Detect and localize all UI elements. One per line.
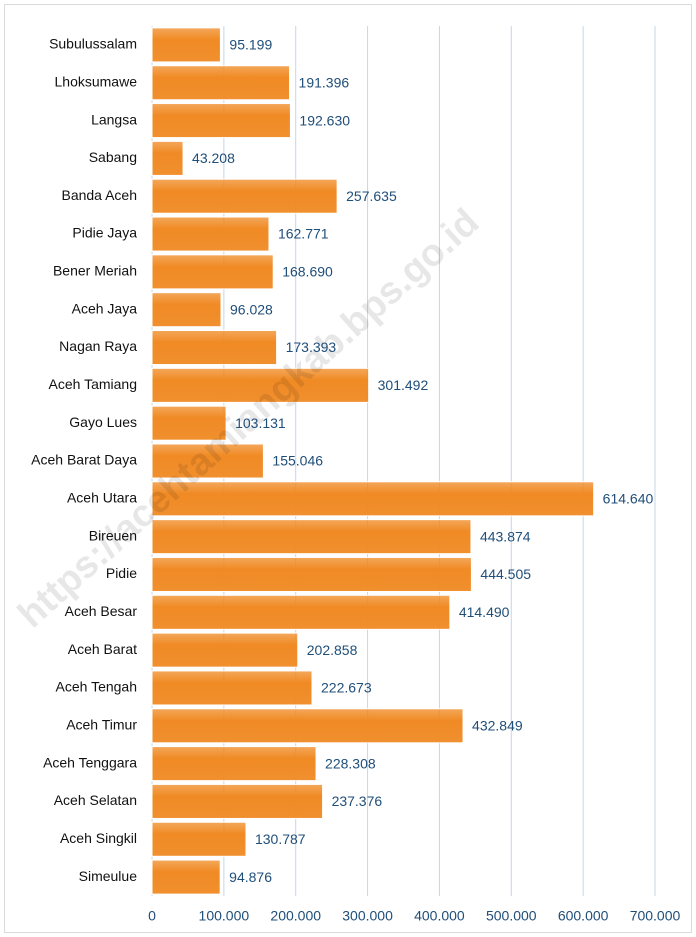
bar: [151, 481, 595, 517]
data-label: 192.630: [299, 112, 350, 128]
data-label: 168.690: [282, 264, 333, 280]
y-tick-label: Aceh Singkil: [60, 830, 137, 846]
bar: [151, 27, 221, 63]
bar: [151, 140, 184, 176]
y-tick-label: Bireuen: [89, 527, 137, 543]
bar: [151, 443, 264, 479]
bar: [151, 103, 291, 139]
x-tick-label: 700.000: [630, 908, 681, 924]
bar: [151, 330, 278, 366]
bar: [151, 708, 464, 744]
data-label: 95.199: [229, 37, 272, 53]
y-tick-label: Pidie: [106, 565, 137, 581]
y-tick-label: Langsa: [91, 111, 137, 127]
bar: [151, 859, 221, 895]
bar: [151, 178, 338, 214]
y-tick-label: Bener Meriah: [53, 263, 137, 279]
y-tick-label: Nagan Raya: [59, 338, 137, 354]
data-label: 43.208: [192, 150, 235, 166]
y-tick-label: Aceh Timur: [66, 716, 137, 732]
y-tick-label: Aceh Tenggara: [43, 754, 137, 770]
y-tick-label: Gayo Lues: [69, 414, 137, 430]
data-label: 414.490: [459, 604, 510, 620]
data-label: 614.640: [603, 491, 654, 507]
data-label: 162.771: [278, 226, 329, 242]
x-tick-label: 300.000: [342, 908, 393, 924]
bar: [151, 594, 451, 630]
bar: [151, 556, 472, 593]
data-label: 222.673: [321, 680, 372, 696]
y-tick-label: Banda Aceh: [61, 187, 137, 203]
x-tick-label: 400.000: [414, 908, 465, 924]
bar: [151, 367, 370, 403]
x-tick-label: 600.000: [558, 908, 609, 924]
data-label: 96.028: [230, 301, 273, 317]
data-label: 202.858: [307, 642, 358, 658]
y-tick-label: Simeulue: [79, 868, 138, 884]
bar: [151, 670, 313, 706]
bar: [151, 632, 299, 668]
data-label: 257.635: [346, 188, 397, 204]
data-label: 94.876: [229, 869, 272, 885]
y-tick-label: Aceh Tengah: [56, 679, 137, 695]
x-tick-label: 200.000: [270, 908, 321, 924]
bar: [151, 65, 291, 101]
data-label: 155.046: [272, 453, 323, 469]
bar: [151, 783, 324, 819]
y-tick-label: Lhoksumawe: [55, 73, 138, 89]
data-label: 301.492: [378, 377, 429, 393]
bar: [151, 519, 472, 555]
data-label: 173.393: [286, 339, 337, 355]
y-tick-label: Subulussalam: [49, 36, 137, 52]
y-tick-label: Aceh Tamiang: [49, 376, 137, 392]
x-tick-label: 500.000: [486, 908, 537, 924]
bar: [151, 292, 222, 328]
data-label: 191.396: [299, 74, 350, 90]
x-tick-label: 100.000: [199, 908, 250, 924]
data-label: 444.505: [480, 566, 531, 582]
data-label: 228.308: [325, 755, 376, 771]
y-tick-label: Aceh Barat Daya: [31, 452, 137, 468]
y-tick-label: Aceh Besar: [65, 603, 138, 619]
data-label: 237.376: [332, 793, 383, 809]
data-label: 130.787: [255, 831, 306, 847]
bar: [151, 405, 227, 441]
chart-border: [4, 4, 692, 933]
x-tick-label: 0: [148, 908, 156, 924]
y-tick-label: Aceh Selatan: [54, 792, 137, 808]
y-tick-label: Aceh Utara: [67, 490, 137, 506]
bars: [151, 27, 595, 895]
bar: [151, 821, 247, 857]
bar: [151, 216, 270, 252]
y-tick-label: Pidie Jaya: [72, 225, 137, 241]
y-tick-label: Aceh Jaya: [72, 300, 138, 316]
bar: [151, 254, 274, 290]
data-label: 103.131: [235, 415, 286, 431]
data-label: 432.849: [472, 717, 523, 733]
y-tick-label: Sabang: [89, 149, 137, 165]
y-tick-label: Aceh Barat: [68, 641, 137, 657]
bar: [151, 746, 317, 782]
data-label: 443.874: [480, 528, 531, 544]
